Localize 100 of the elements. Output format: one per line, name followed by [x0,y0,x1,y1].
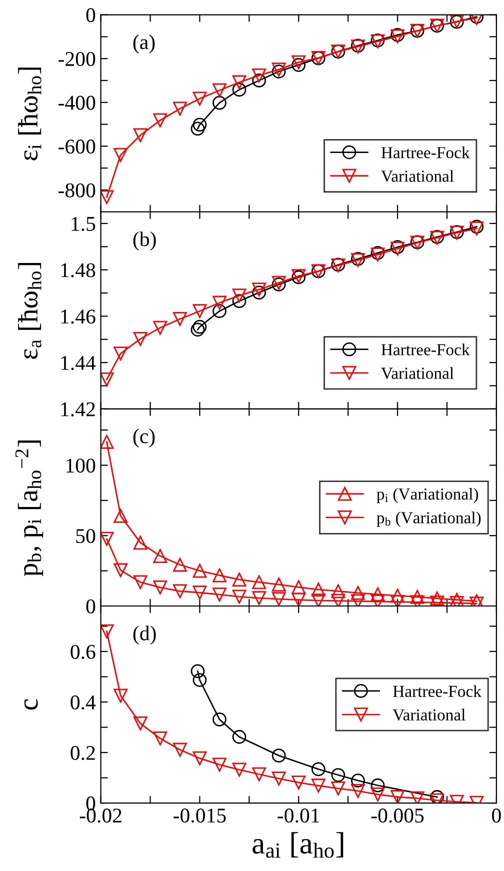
legend-label: Variational [381,367,454,379]
y-tick-label: 0 [86,796,96,810]
point [311,594,326,606]
point [292,58,306,72]
point [212,588,226,602]
point [232,288,246,303]
x-tick-label: -0.02 [80,808,122,823]
point [212,712,226,726]
point [351,594,365,606]
legend-label: Variational [381,170,454,182]
point [133,716,148,730]
point [272,748,286,763]
legend-label: Variational [392,708,466,721]
point [192,320,207,334]
point [410,791,424,804]
point [114,148,128,162]
legend-label: Hartree-Fock [393,685,482,697]
y-tick-label: 0.6 [70,644,96,659]
point [390,790,404,804]
point [410,590,424,604]
y-tick-label: 100 [66,458,96,473]
point [430,790,444,804]
point [192,118,207,132]
x-tick-label: -0.005 [371,808,424,823]
legend-label: Hartree-Fock [381,344,470,356]
point [114,508,128,523]
y-tick-label: -400 [58,96,96,110]
point [114,688,128,703]
point [192,673,207,687]
point [370,778,385,792]
point [133,332,148,346]
point [232,82,246,97]
legend-label: p$_{b}$ (Variational) [376,512,481,527]
point [212,568,226,582]
point [192,564,207,578]
y-axis-title: p$_{b}$, p$_{i}$ [a$_{ho}$$^{−2}$] [15,440,44,576]
point [351,784,365,798]
annotation: (b) [133,232,156,250]
point [100,532,114,546]
point [100,190,114,204]
point [212,304,226,318]
point [153,113,168,128]
point [390,588,404,603]
point [114,563,128,578]
point [272,578,286,592]
point [153,731,168,746]
point [331,584,346,598]
y-tick-label: 1.48 [61,263,96,278]
point [430,591,444,606]
y-axis-title: c [24,699,38,710]
point [311,778,326,793]
point [252,74,266,88]
point [351,586,365,600]
point [192,586,207,600]
point [100,624,114,638]
point [232,590,246,604]
point [190,322,205,337]
point [153,580,168,594]
y-axis-title: ε$_{a}$ [ħω$_{ho}$] [18,262,42,359]
point [172,312,187,326]
point [232,572,246,586]
point [292,55,306,70]
annotation: (a) [133,34,155,54]
point [252,68,266,82]
point [172,584,187,598]
point [252,575,266,590]
point [172,102,187,116]
point [172,558,187,572]
y-tick-label: 0 [86,599,96,614]
point [370,587,385,602]
point [192,304,207,318]
point [212,296,226,310]
point [232,294,246,308]
point [190,664,205,678]
y-tick-label: 1.42 [61,402,95,416]
annotation: (c) [133,428,155,448]
y-tick-label: 1.46 [61,310,96,324]
point [212,96,226,110]
point [190,122,205,136]
point [114,346,128,360]
y-tick-label: -200 [58,52,96,66]
point [100,434,114,449]
point [272,772,286,786]
x-tick-label: -0.015 [174,808,226,823]
point [232,730,246,744]
point [292,580,306,594]
point [153,320,168,335]
y-tick-label: 0.4 [70,695,96,710]
point [232,75,246,90]
x-tick-label: 0 [492,808,501,823]
y-tick-label: -800 [58,183,96,198]
y-tick-label: 0 [86,8,96,22]
point [172,742,187,757]
point [292,592,306,606]
point [252,767,266,782]
point [272,592,286,606]
point [252,286,266,300]
point [370,788,385,802]
point [212,758,226,772]
point [370,594,385,606]
